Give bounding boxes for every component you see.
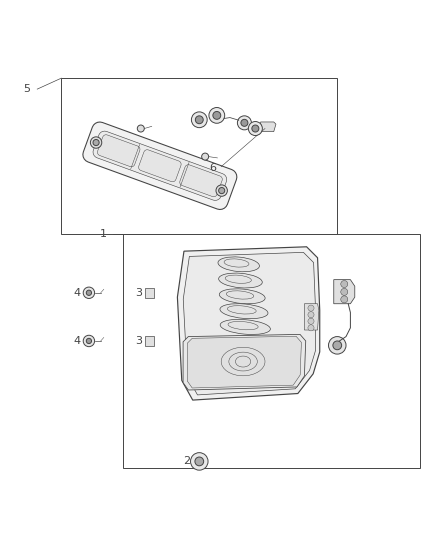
Circle shape <box>86 338 92 344</box>
Text: 3: 3 <box>135 288 142 298</box>
Circle shape <box>341 296 348 303</box>
Circle shape <box>83 335 95 346</box>
Circle shape <box>308 318 314 324</box>
Polygon shape <box>304 304 319 330</box>
Polygon shape <box>180 165 223 197</box>
Circle shape <box>195 457 204 466</box>
Circle shape <box>201 153 208 160</box>
Polygon shape <box>334 280 355 304</box>
Circle shape <box>328 336 346 354</box>
Text: 4: 4 <box>74 288 81 298</box>
Text: 3: 3 <box>135 336 142 346</box>
Circle shape <box>90 137 102 148</box>
Polygon shape <box>177 247 320 400</box>
Circle shape <box>137 125 144 132</box>
Circle shape <box>308 312 314 318</box>
Circle shape <box>191 453 208 470</box>
Text: 4: 4 <box>74 336 81 346</box>
Circle shape <box>341 280 348 287</box>
Circle shape <box>252 125 259 132</box>
Text: 6: 6 <box>209 163 216 173</box>
Circle shape <box>86 290 92 295</box>
Bar <box>61 78 337 233</box>
Polygon shape <box>261 122 276 132</box>
Circle shape <box>216 185 227 196</box>
FancyBboxPatch shape <box>145 336 154 346</box>
Circle shape <box>93 140 99 146</box>
Circle shape <box>308 325 314 331</box>
Circle shape <box>83 287 95 298</box>
Ellipse shape <box>220 319 270 335</box>
Polygon shape <box>183 334 306 390</box>
Circle shape <box>213 111 221 119</box>
Circle shape <box>241 119 248 126</box>
Circle shape <box>219 188 225 193</box>
Text: 2: 2 <box>184 456 191 466</box>
Polygon shape <box>187 336 301 388</box>
FancyBboxPatch shape <box>145 288 154 297</box>
Polygon shape <box>138 150 181 182</box>
Circle shape <box>341 288 348 295</box>
Circle shape <box>191 112 207 128</box>
Circle shape <box>308 305 314 311</box>
Circle shape <box>209 108 225 123</box>
Circle shape <box>333 341 342 350</box>
Polygon shape <box>183 252 316 395</box>
Circle shape <box>146 290 152 296</box>
Bar <box>123 233 420 468</box>
Circle shape <box>195 116 203 124</box>
Polygon shape <box>83 122 237 209</box>
Ellipse shape <box>218 257 259 272</box>
Polygon shape <box>93 131 227 200</box>
Circle shape <box>248 122 262 135</box>
Text: 5: 5 <box>23 84 30 94</box>
Text: 1: 1 <box>99 229 106 239</box>
Ellipse shape <box>219 289 265 304</box>
Ellipse shape <box>220 304 268 319</box>
Circle shape <box>146 338 152 344</box>
Ellipse shape <box>219 273 262 288</box>
Circle shape <box>237 116 251 130</box>
Polygon shape <box>97 135 140 167</box>
